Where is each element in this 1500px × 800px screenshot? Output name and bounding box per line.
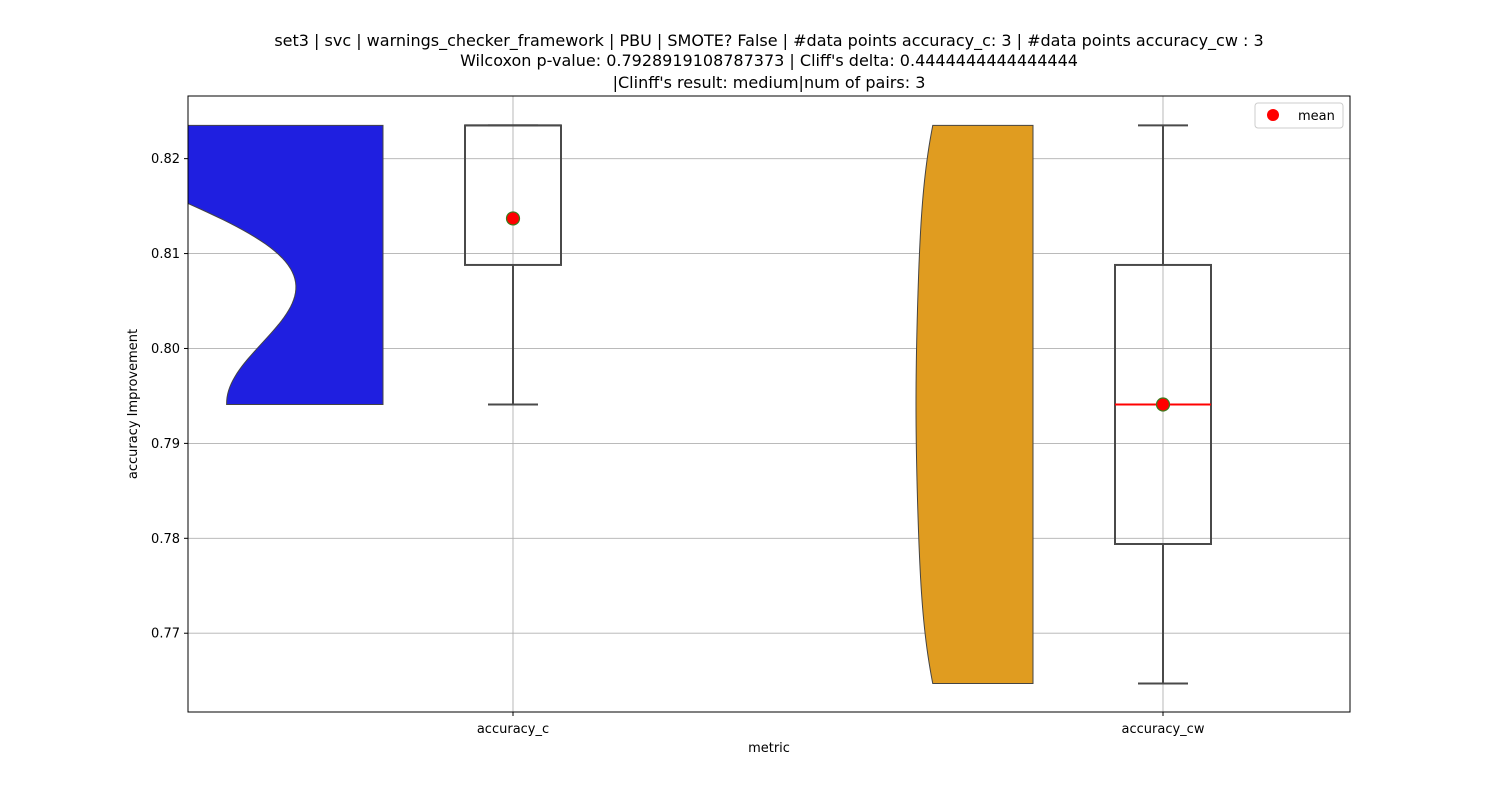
y-tick-label: 0.77	[151, 627, 180, 642]
y-axis-ticks: 0.77 0.78 0.79 0.80 0.81 0.82	[151, 152, 188, 642]
x-tick-label: accuracy_c	[477, 722, 549, 737]
plot-area-frame	[187, 95, 1351, 713]
x-axis-label: metric	[748, 741, 790, 756]
violin-accuracy_cw	[915, 124, 1034, 685]
mean-markers	[505, 211, 1171, 412]
y-tick-label: 0.78	[151, 532, 180, 547]
y-tick-label: 0.81	[151, 247, 180, 262]
title-line-2: Wilcoxon p-value: 0.7928919108787373 | C…	[460, 51, 1078, 70]
boxplot-accuracy_cw	[1114, 124, 1212, 685]
x-axis-ticks: accuracy_c accuracy_cw	[477, 712, 1205, 737]
legend: mean	[1254, 102, 1344, 129]
mean-marker-accuracy_c	[505, 211, 521, 226]
title-line-3: |Clinff's result: medium|num of pairs: 3	[613, 73, 926, 92]
legend-frame	[1254, 102, 1344, 129]
violins	[188, 124, 1034, 685]
y-tick-label: 0.80	[151, 342, 180, 357]
boxplots	[464, 124, 1212, 685]
x-tick-label: accuracy_cw	[1122, 722, 1205, 737]
chart-title: set3 | svc | warnings_checker_framework …	[274, 31, 1263, 92]
legend-marker-mean	[1267, 109, 1279, 121]
title-line-1: set3 | svc | warnings_checker_framework …	[274, 31, 1263, 51]
mean-marker-accuracy_cw	[1155, 397, 1171, 412]
boxplot-accuracy_c	[464, 124, 562, 406]
y-tick-label: 0.79	[151, 437, 180, 452]
legend-label-mean: mean	[1298, 109, 1335, 124]
violin-accuracy_c	[188, 124, 384, 405]
y-tick-label: 0.82	[151, 152, 180, 167]
y-axis-label: accuracy Improvement	[126, 329, 141, 479]
